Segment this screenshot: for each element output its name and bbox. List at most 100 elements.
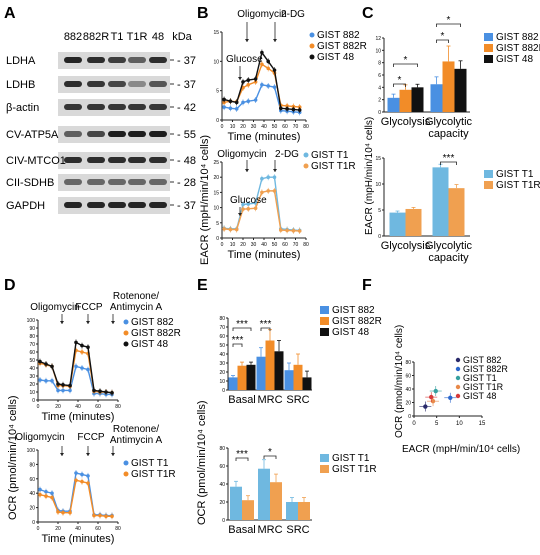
kda-value: - 42 [177,102,196,114]
significance-bracket [260,327,271,331]
injection-arrow-head [86,321,90,324]
data-point [80,366,84,370]
data-point [266,66,271,71]
blot-band [108,131,126,137]
bar [265,340,275,390]
y-tick-label: 60 [405,374,411,380]
significance-mark: *** [232,335,244,346]
data-point [92,513,96,518]
legend-entry: GIST 882R [496,43,540,54]
bar [237,365,247,390]
bar [405,208,422,236]
data-point [285,107,289,111]
y-tick-label: 70 [29,342,35,348]
blot-band [108,202,126,208]
category-label: SRC [286,524,309,536]
y-tick-label: 60 [219,334,225,340]
legend-entry: GIST T1 [496,169,534,180]
injection-arrow-head [238,213,242,216]
data-point [98,389,102,394]
x-tick-label: 0 [412,421,416,427]
blot-row-label: GAPDH [6,200,45,212]
injection-label: Rotenone/ [113,291,159,302]
injection-label: Rotenone/ [113,424,159,435]
blot-band [108,179,126,185]
blot-band [108,104,126,110]
y-tick-label: 40 [29,366,35,372]
x-tick-label: 40 [261,124,267,130]
blot-band [128,202,146,208]
injection-arrow-head [60,453,64,456]
bar [454,68,467,112]
bar [293,364,303,390]
significance-bracket [436,39,449,43]
legend-swatch [484,170,493,178]
legend-entry: GIST T1 [463,373,497,383]
legend-entry: GIST 48 [463,391,496,401]
blot-band [128,104,146,110]
bar [228,377,238,390]
legend-entry: GIST T1R [311,161,356,172]
injection-label: Oligomycin [30,302,79,313]
data-point [228,99,233,104]
legend-marker [123,471,129,477]
blot-row-label: LDHA [6,55,36,67]
legend-entry: GIST 882 [131,317,174,328]
panel-f-y-axis-label: OCR (pmol/min/10⁴ cells) [394,325,405,438]
legend-entry: GIST T1 [311,150,349,161]
data-point [222,227,226,231]
y-tick-label: 20 [219,370,225,376]
injection-label: Antimycin A [110,302,163,313]
blot-band [149,179,167,185]
data-point [253,206,258,211]
y-tick-label: 0 [378,234,381,240]
legend-entry: GIST 882 [332,305,375,316]
data-point [246,99,251,104]
y-tick-label: 80 [219,446,225,452]
data-point [246,83,251,87]
bar [411,87,424,112]
data-point [260,176,264,181]
legend-entry: GIST T1 [332,453,370,464]
injection-arrow-head [245,169,249,172]
significance-mark: * [441,31,445,42]
bar [442,61,455,112]
legend-entry: GIST 48 [496,54,533,65]
data-point [241,100,245,105]
bar [274,351,284,390]
data-point [74,471,78,475]
injection-arrow-head [86,453,90,456]
y-tick-label: 100 [27,318,36,324]
data-point [234,107,239,111]
data-point [110,391,114,395]
y-tick-label: 40 [219,482,225,488]
y-tick-label: 90 [29,326,35,332]
y-tick-label: 25 [213,160,219,166]
x-tick-label: 80 [303,242,309,248]
legend-swatch [484,33,493,41]
y-tick-label: 5 [378,208,381,214]
data-point [44,362,48,366]
legend-entry: GIST T1R [496,180,540,191]
y-tick-label: 0 [216,236,219,242]
data-point [74,478,78,483]
bar [270,482,282,520]
kda-value: - 48 [177,155,196,167]
y-tick-label: 6 [378,73,381,79]
x-tick-label: 0 [221,124,224,130]
blot-row-label: CIV-MTCO1 [6,155,66,167]
y-tick-label: 0 [32,398,35,404]
data-point [50,491,54,496]
data-point [80,350,84,354]
significance-bracket [440,161,457,165]
x-tick-label: 40 [261,242,267,248]
bar [246,364,256,390]
category-label: MRC [257,394,282,406]
data-point [104,390,108,394]
kda-value: - 37 [177,55,196,67]
significance-bracket [235,457,249,461]
injection-label: 2-DG [281,9,305,20]
data-point [272,85,277,89]
data-point [86,345,90,350]
category-label: Basal [228,394,256,406]
